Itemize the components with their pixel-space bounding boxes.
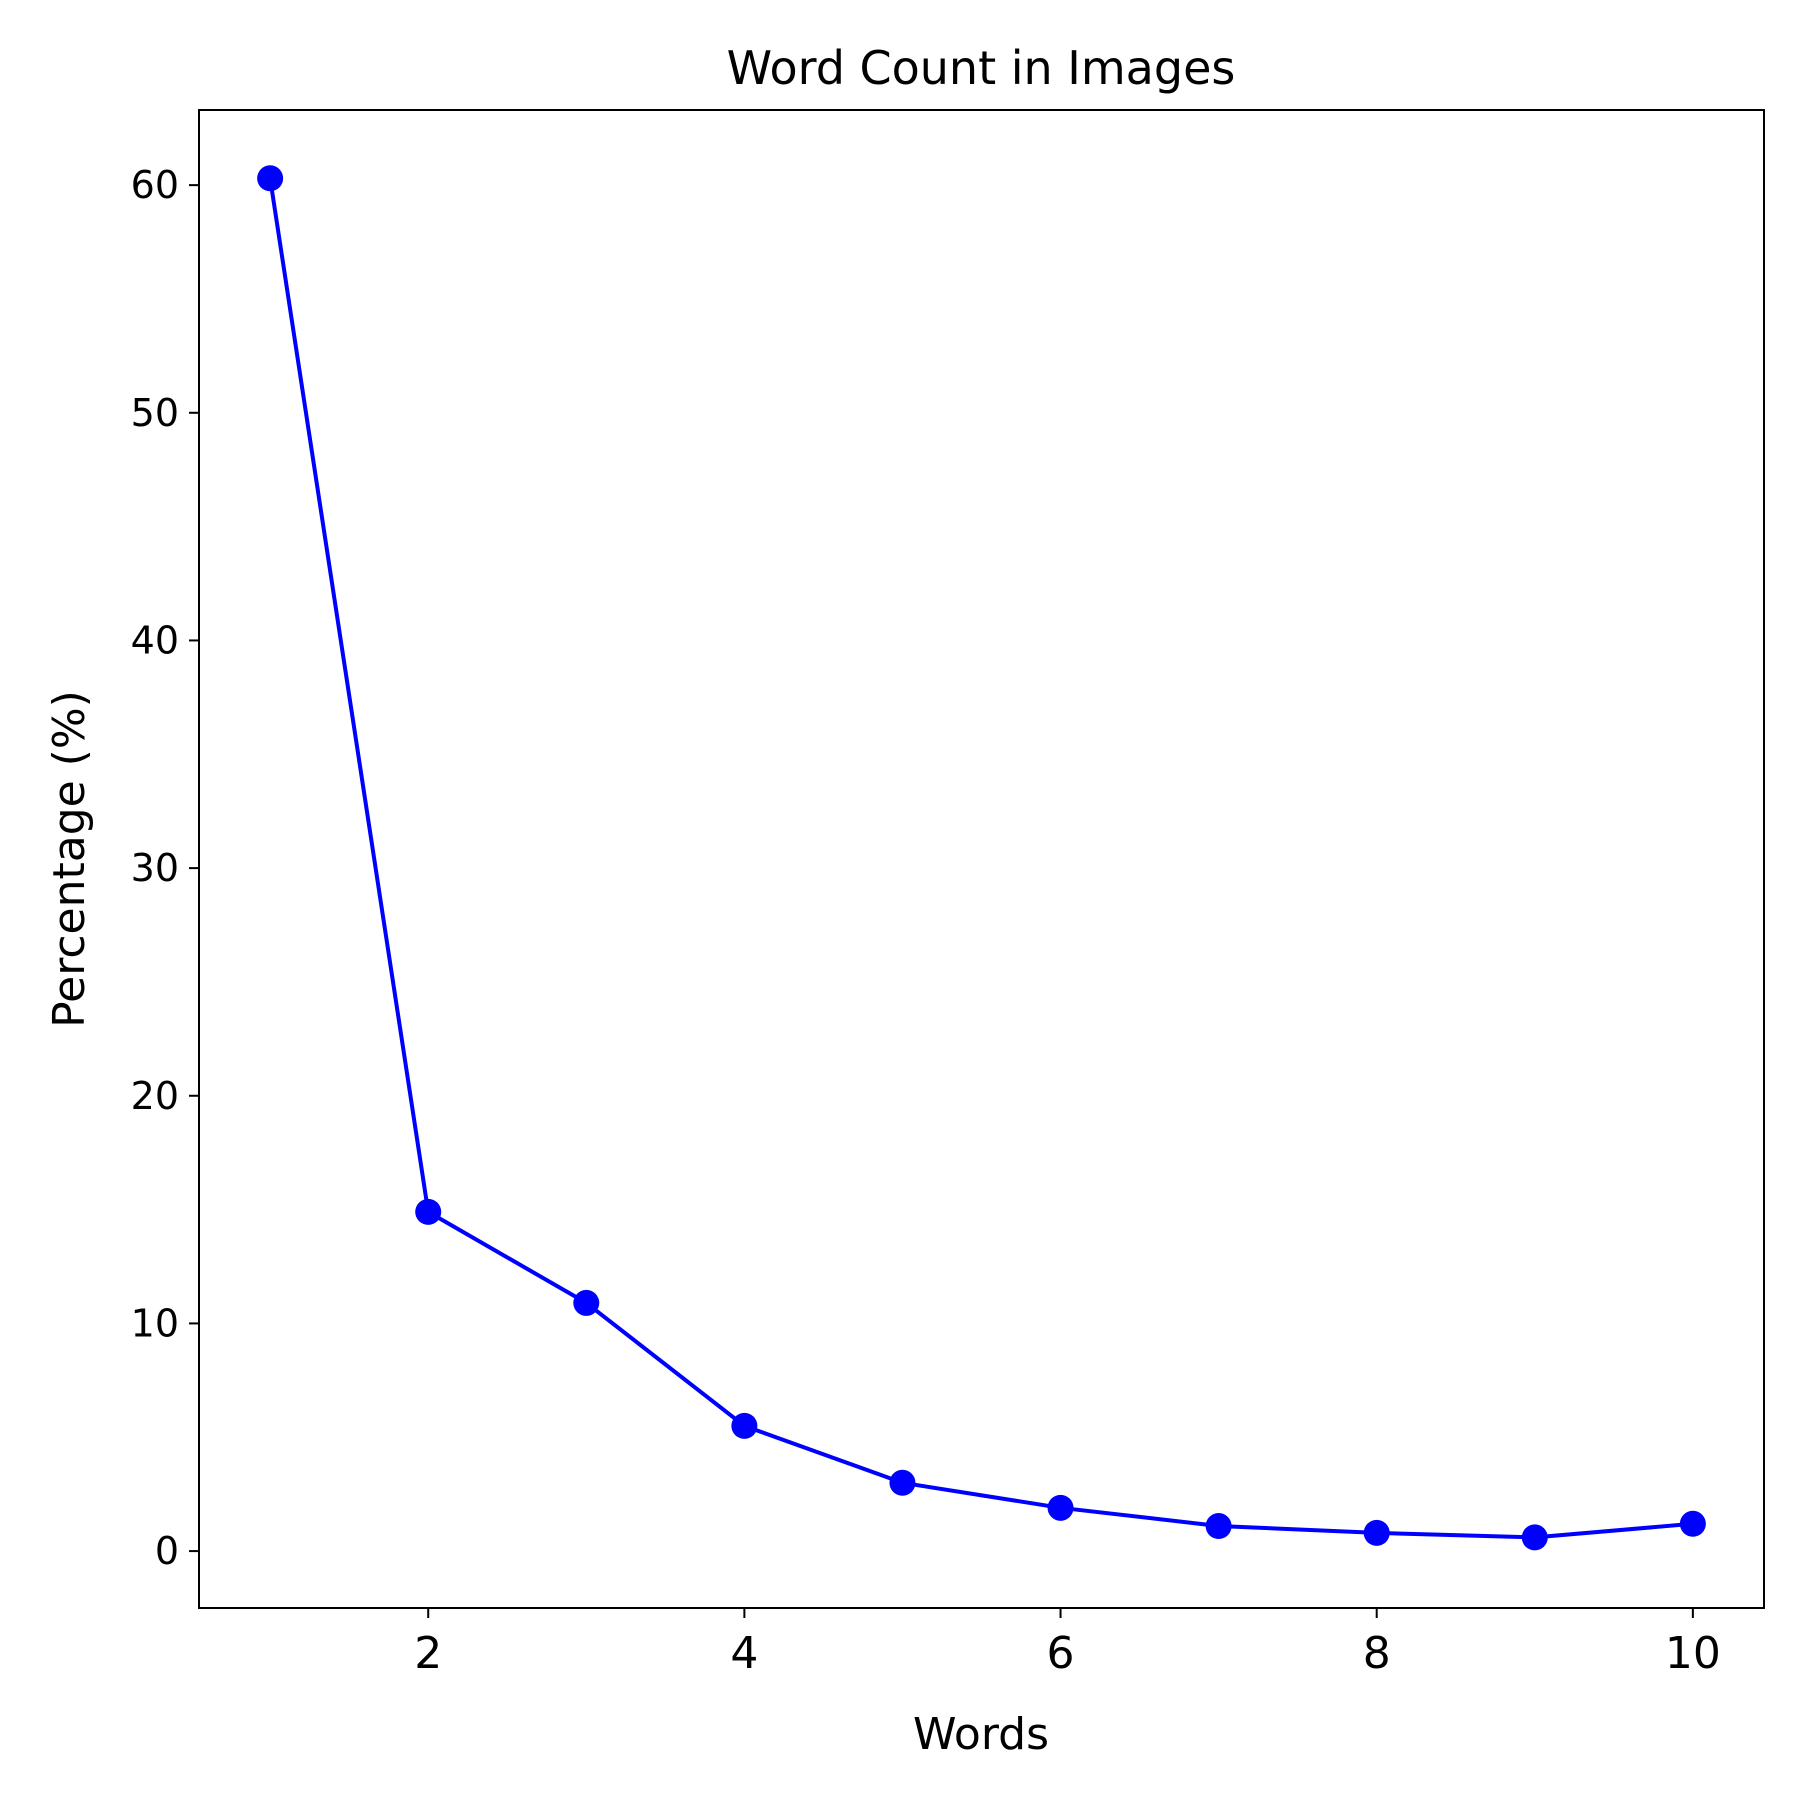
y-axis-label: Percentage (%): [44, 690, 95, 1028]
data-point-2: [415, 1198, 442, 1225]
series-line-0: [268, 177, 1694, 1540]
data-point-3: [573, 1289, 600, 1316]
axes-frame: [198, 109, 1765, 1609]
x-axis-label: Words: [913, 1709, 1049, 1760]
y-tick-label-30: 30: [131, 846, 179, 890]
x-tick-label-2: 2: [414, 1628, 442, 1679]
y-tick-label-20: 20: [131, 1074, 179, 1118]
y-tick-label-40: 40: [131, 618, 179, 662]
data-point-10: [1679, 1510, 1706, 1537]
data-point-6: [1047, 1494, 1074, 1521]
x-tick-label-6: 6: [1047, 1628, 1075, 1679]
data-point-7: [1205, 1513, 1232, 1540]
data-point-8: [1363, 1519, 1390, 1546]
data-point-9: [1521, 1524, 1548, 1551]
y-tick-label-0: 0: [155, 1529, 179, 1573]
x-tick-label-4: 4: [730, 1628, 758, 1679]
y-tick-label-10: 10: [131, 1301, 179, 1345]
y-tick-label-50: 50: [131, 391, 179, 435]
x-tick-label-10: 10: [1665, 1628, 1721, 1679]
chart-title: Word Count in Images: [727, 41, 1236, 95]
x-tick-label-8: 8: [1363, 1628, 1391, 1679]
plot-area: 2 4 6 8 10 0 10 20 30 40 50 60: [131, 163, 1721, 1679]
y-tick-label-60: 60: [131, 163, 179, 207]
data-point-4: [731, 1412, 758, 1439]
data-point-1: [257, 165, 284, 192]
data-point-5: [889, 1469, 916, 1496]
